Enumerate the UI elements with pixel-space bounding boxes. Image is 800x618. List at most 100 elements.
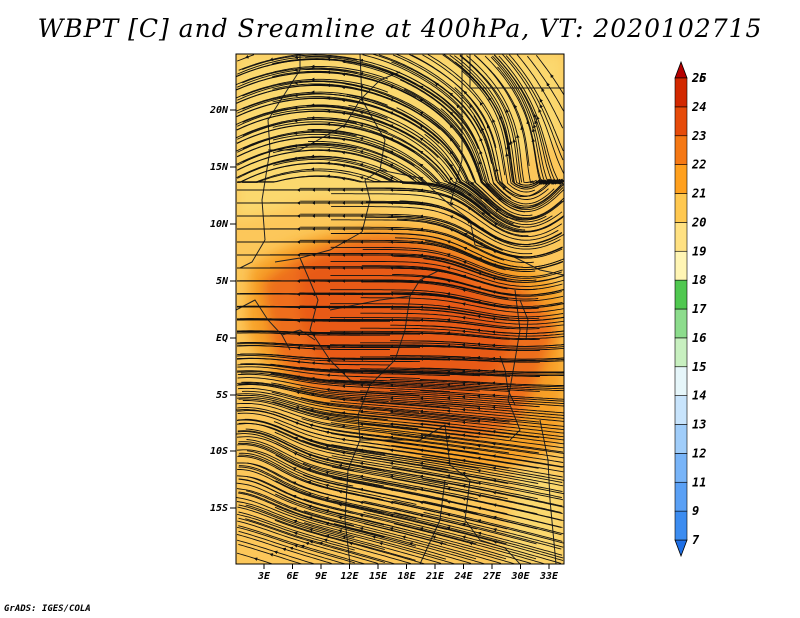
lon-label: 3E <box>257 571 271 582</box>
streamline-arrow <box>338 503 342 507</box>
streamline-arrow <box>509 140 513 145</box>
chart-title: WBPT [C] and Sreamline at 400hPa, VT: 20… <box>37 14 763 43</box>
streamline-arrow <box>359 474 364 479</box>
streamline-arrow <box>512 138 516 143</box>
streamline-arrow <box>389 150 394 154</box>
streamline-arrow <box>309 528 313 532</box>
streamline-arrow <box>245 55 250 59</box>
streamline-arrow <box>492 491 497 495</box>
colorbar-label: 13 <box>692 418 706 432</box>
lon-label: 30E <box>510 571 530 582</box>
streamline-arrow <box>492 466 496 471</box>
streamline-arrow <box>419 98 424 103</box>
streamline-arrow <box>479 227 484 231</box>
streamline-arrow <box>325 509 330 513</box>
streamline-arrow <box>419 137 424 142</box>
colorbar-label: 25 <box>691 71 706 85</box>
streamline-arrow <box>338 529 343 533</box>
streamline-arrow <box>419 487 424 492</box>
country-border <box>274 231 363 263</box>
streamline-arrow <box>293 437 298 441</box>
streamline-arrow <box>341 150 346 155</box>
streamline-arrow <box>308 516 313 520</box>
streamline-arrow <box>300 544 305 549</box>
streamline-arrow <box>539 104 543 109</box>
streamline-arrow <box>501 186 506 191</box>
lat-label: 5N <box>216 276 229 287</box>
colorbar-label: 7 <box>692 533 700 547</box>
streamline-arrow <box>461 522 466 527</box>
colorbar-segment <box>674 366 688 396</box>
streamline-arrow <box>419 474 424 479</box>
streamline-arrow <box>389 163 394 167</box>
streamline-arrow <box>479 150 483 155</box>
streamline-arrow <box>359 71 364 76</box>
country-border <box>469 54 564 89</box>
longitude-axis: 3E 6E 9E 12E 15E 18E 21E 24E 27E 30E 33E <box>257 564 559 582</box>
streamline-arrow <box>449 189 454 193</box>
streamline-arrow <box>467 206 472 211</box>
colorbar-segment <box>674 481 688 512</box>
streamline-arrow <box>493 222 498 227</box>
streamline-arrow <box>419 163 424 168</box>
streamline-arrow <box>389 124 394 128</box>
streamline-arrow <box>463 232 468 237</box>
streamline-arrow <box>359 526 364 531</box>
streamline-arrow <box>462 260 467 265</box>
latitude-axis: 20N 15N 10N 5N EQ 5S 10S 15S <box>209 105 236 514</box>
streamline-arrow <box>470 181 475 186</box>
streamline-arrow <box>293 531 298 536</box>
streamline-arrow <box>309 408 314 412</box>
country-border <box>499 355 516 406</box>
streamline-arrow <box>307 467 312 472</box>
streamline-arrow <box>478 242 483 246</box>
streamline-arrow <box>341 177 346 181</box>
streamline-arrow <box>449 202 454 206</box>
colorbar-label: 24 <box>691 100 706 114</box>
colorbar-segment <box>674 222 688 252</box>
streamline-arrow <box>341 451 346 455</box>
streamline-arrow <box>359 58 364 63</box>
streamline-arrow <box>359 176 364 180</box>
streamline-arrow <box>325 444 329 448</box>
streamline-arrow <box>536 115 540 120</box>
country-border <box>239 239 266 269</box>
streamline-arrow <box>402 535 406 539</box>
colorbar-top-arrow <box>674 60 688 79</box>
streamline-arrow <box>324 470 329 475</box>
streamline-arrow <box>389 461 394 466</box>
streamline-arrow <box>325 534 330 539</box>
lat-label: 15S <box>210 503 228 514</box>
streamline-arrow <box>253 557 258 561</box>
streamline-arrow <box>269 553 274 557</box>
colorbar-label: 14 <box>692 389 706 403</box>
streamline-arrow <box>309 540 314 544</box>
lon-label: 12E <box>340 571 359 582</box>
colorbar-label: 17 <box>692 302 707 316</box>
streamline-arrow <box>449 176 454 181</box>
streamline-arrow <box>461 471 466 476</box>
streamline-arrow <box>419 513 424 518</box>
streamline-arrow <box>293 144 298 148</box>
streamline-arrow <box>462 535 466 539</box>
lat-label: 5S <box>216 390 228 401</box>
streamline-arrow <box>446 266 451 270</box>
colorbar-label: 22 <box>691 158 706 172</box>
streamline-arrow <box>494 208 499 213</box>
streamline-arrow <box>538 108 542 113</box>
streamline-arrow <box>491 303 496 308</box>
colorbar-label: 19 <box>692 244 706 258</box>
streamline-arrow <box>378 541 383 546</box>
streamline-arrow <box>449 137 454 142</box>
streamline-arrow <box>282 547 287 552</box>
streamline-arrow <box>513 104 518 109</box>
streamline-arrow <box>389 111 394 115</box>
streamline-arrow <box>293 131 298 135</box>
streamline-arrow <box>359 150 364 154</box>
streamline-arrow <box>446 487 451 491</box>
streamline-arrow <box>507 141 511 146</box>
streamline-arrow <box>477 286 482 290</box>
colorbar-label: 15 <box>692 360 706 374</box>
colorbar-segment <box>674 279 688 310</box>
